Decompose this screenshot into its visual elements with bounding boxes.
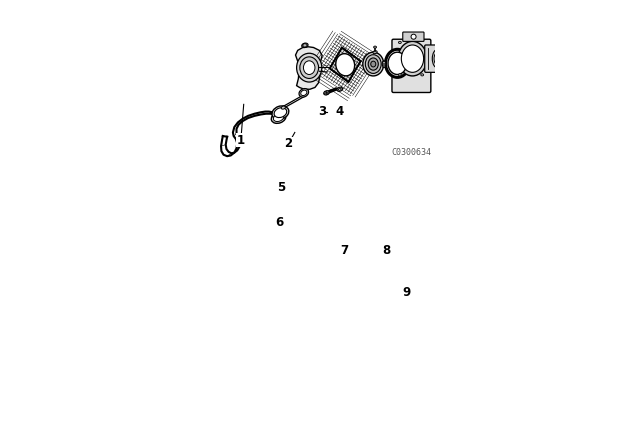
Ellipse shape xyxy=(374,46,376,48)
Text: 1: 1 xyxy=(237,134,245,147)
Ellipse shape xyxy=(281,106,285,109)
Polygon shape xyxy=(330,47,361,82)
Text: 8: 8 xyxy=(383,244,390,257)
Ellipse shape xyxy=(336,54,355,76)
Text: 2: 2 xyxy=(284,138,292,151)
Text: 5: 5 xyxy=(277,181,285,194)
Ellipse shape xyxy=(271,112,286,123)
Ellipse shape xyxy=(339,88,341,90)
Ellipse shape xyxy=(337,87,342,91)
Ellipse shape xyxy=(398,41,427,76)
Text: 3: 3 xyxy=(317,105,326,118)
Ellipse shape xyxy=(272,106,289,120)
Ellipse shape xyxy=(274,108,287,117)
Ellipse shape xyxy=(373,51,377,54)
FancyBboxPatch shape xyxy=(403,32,424,41)
Ellipse shape xyxy=(434,52,441,65)
Ellipse shape xyxy=(273,114,284,121)
Circle shape xyxy=(411,34,416,39)
Ellipse shape xyxy=(388,52,407,74)
Ellipse shape xyxy=(363,52,384,76)
Ellipse shape xyxy=(299,89,308,97)
FancyBboxPatch shape xyxy=(392,39,431,92)
Ellipse shape xyxy=(399,74,401,76)
Ellipse shape xyxy=(385,49,409,78)
Ellipse shape xyxy=(301,90,307,95)
Ellipse shape xyxy=(420,74,424,76)
Text: C0300634: C0300634 xyxy=(392,148,431,157)
Ellipse shape xyxy=(300,57,319,78)
Ellipse shape xyxy=(368,58,378,70)
Text: 9: 9 xyxy=(403,286,410,299)
Ellipse shape xyxy=(296,53,322,82)
Ellipse shape xyxy=(303,61,315,74)
Ellipse shape xyxy=(365,55,381,73)
Ellipse shape xyxy=(301,43,308,47)
Ellipse shape xyxy=(324,91,329,95)
Ellipse shape xyxy=(432,49,443,68)
Polygon shape xyxy=(296,47,322,89)
Text: 6: 6 xyxy=(276,216,284,229)
Ellipse shape xyxy=(401,45,424,72)
Text: 7: 7 xyxy=(340,244,349,257)
Ellipse shape xyxy=(371,61,376,67)
Ellipse shape xyxy=(399,41,401,43)
Text: 4: 4 xyxy=(335,105,343,118)
FancyBboxPatch shape xyxy=(425,45,443,72)
Ellipse shape xyxy=(382,61,386,67)
